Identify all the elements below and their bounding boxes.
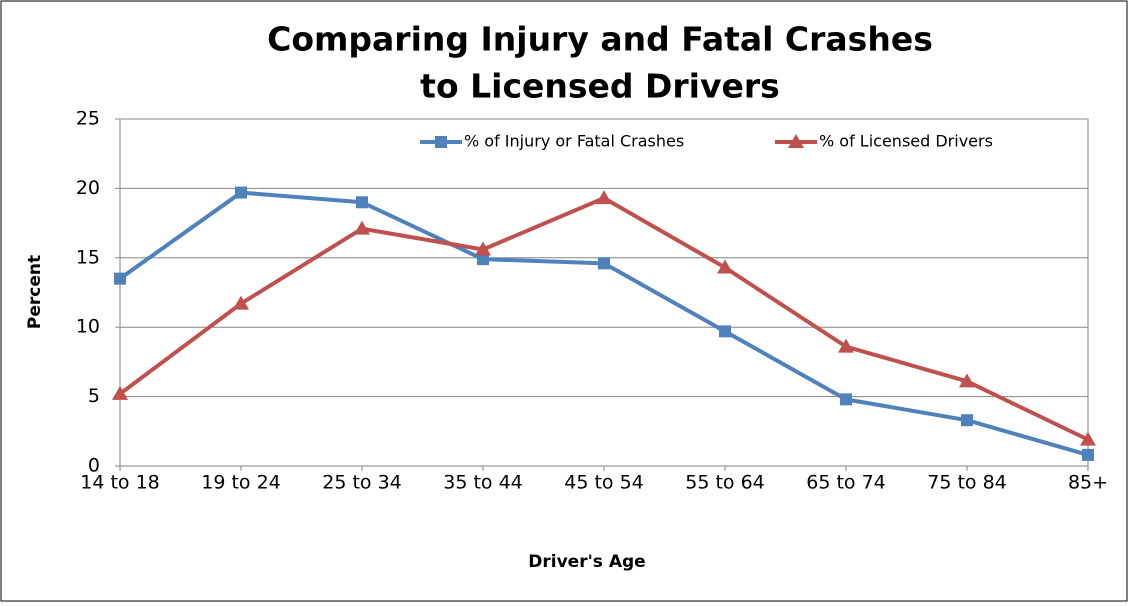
data-point [717,259,733,274]
chart-title: Comparing Injury and Fatal Crashes [267,20,933,59]
data-point [959,373,975,388]
data-point [596,190,612,205]
x-tick-label: 75 to 84 [927,472,1007,494]
data-point [840,393,852,406]
x-tick-label: 65 to 74 [806,472,886,494]
data-point [1082,448,1094,461]
data-point [475,241,491,256]
data-point [1080,431,1096,446]
data-point [719,325,731,338]
data-point [112,385,128,400]
data-point [598,257,610,270]
data-point [114,272,126,285]
x-tick-label: 25 to 34 [322,472,402,494]
data-point [356,196,368,209]
x-tick-label: 85+ [1068,472,1108,494]
legend-marker [788,134,804,148]
data-point [233,295,249,310]
data-point [961,414,973,427]
x-tick-label: 14 to 18 [80,472,160,494]
legend-marker [435,136,447,148]
y-axis-label: Percent [25,255,45,329]
data-point [838,338,854,353]
x-tick-label: 45 to 54 [564,472,644,494]
y-tick-label: 0 [88,455,100,477]
legend-label: % of Licensed Drivers [819,132,993,151]
x-tick-label: 19 to 24 [201,472,281,494]
data-point [354,220,370,235]
y-tick-label: 10 [76,316,100,338]
y-tick-label: 5 [88,385,100,407]
y-tick-label: 20 [76,177,100,199]
legend-label: % of Injury or Fatal Crashes [464,132,684,151]
chart-title: to Licensed Drivers [420,67,780,106]
x-tick-label: 55 to 64 [685,472,765,494]
x-tick-label: 35 to 44 [443,472,523,494]
data-point [477,253,489,266]
y-tick-label: 15 [76,246,100,268]
data-point [235,186,247,199]
y-tick-label: 25 [76,108,100,130]
x-axis-label: Driver's Age [528,552,645,572]
